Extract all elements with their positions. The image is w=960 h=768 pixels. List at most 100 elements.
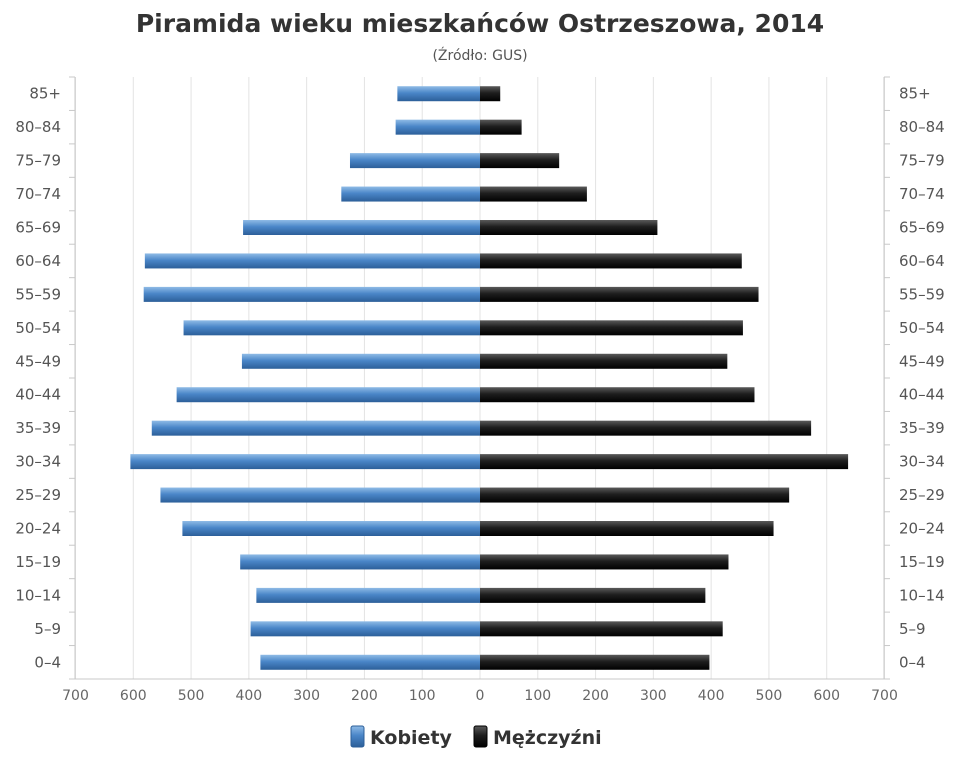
x-tick-label: 200 bbox=[351, 688, 378, 704]
bar-kobiety[interactable] bbox=[176, 387, 480, 403]
chart-subtitle: (Źródło: GUS) bbox=[432, 46, 527, 64]
category-label-right: 75–79 bbox=[899, 152, 945, 170]
bar-mezczyzni[interactable] bbox=[480, 487, 790, 503]
category-label-left: 80–84 bbox=[15, 118, 61, 136]
category-label-left: 50–54 bbox=[15, 319, 61, 337]
bar-mezczyzni[interactable] bbox=[480, 621, 723, 637]
category-label-right: 0–4 bbox=[899, 653, 926, 671]
bar-mezczyzni[interactable] bbox=[480, 587, 706, 603]
category-label-left: 5–9 bbox=[34, 620, 61, 638]
legend[interactable]: Kobiety Mężczyźni bbox=[350, 725, 602, 749]
category-label-right: 80–84 bbox=[899, 118, 945, 136]
bar-kobiety[interactable] bbox=[260, 654, 480, 670]
category-label-right: 35–39 bbox=[899, 419, 945, 437]
bar-mezczyzni[interactable] bbox=[480, 119, 522, 135]
bar-kobiety[interactable] bbox=[160, 487, 480, 503]
category-label-left: 40–44 bbox=[15, 386, 61, 404]
bar-mezczyzni[interactable] bbox=[480, 253, 742, 269]
category-label-right: 30–34 bbox=[899, 453, 945, 471]
x-tick-label: 0 bbox=[476, 688, 485, 704]
category-label-left: 70–74 bbox=[15, 185, 61, 203]
bar-mezczyzni[interactable] bbox=[480, 654, 710, 670]
x-tick-label: 100 bbox=[524, 688, 551, 704]
category-label-left: 55–59 bbox=[15, 285, 61, 303]
bar-kobiety[interactable] bbox=[130, 454, 480, 470]
x-tick-label: 400 bbox=[698, 688, 725, 704]
x-tick-label: 700 bbox=[871, 688, 898, 704]
category-label-left: 10–14 bbox=[15, 586, 61, 604]
category-labels-right: 85+ 80–84 75–79 70–74 65–69 60–64 55–59 50–54 45… bbox=[899, 85, 945, 672]
category-label-right: 40–44 bbox=[899, 386, 945, 404]
chart-title: Piramida wieku mieszkańców Ostrzeszowa, … bbox=[136, 9, 824, 38]
bar-mezczyzni[interactable] bbox=[480, 86, 501, 102]
bar-kobiety[interactable] bbox=[241, 353, 480, 369]
grid-lines bbox=[75, 77, 885, 679]
bar-mezczyzni[interactable] bbox=[480, 186, 587, 202]
bar-kobiety[interactable] bbox=[341, 186, 480, 202]
bar-mezczyzni[interactable] bbox=[480, 554, 729, 570]
category-label-right: 5–9 bbox=[899, 620, 926, 638]
bar-mezczyzni[interactable] bbox=[480, 521, 774, 536]
category-label-right: 50–54 bbox=[899, 319, 945, 337]
bar-mezczyzni[interactable] bbox=[480, 320, 743, 336]
category-label-right: 25–29 bbox=[899, 486, 945, 504]
category-label-left: 20–24 bbox=[15, 520, 61, 538]
bar-kobiety[interactable] bbox=[250, 621, 480, 637]
x-tick-label: 100 bbox=[409, 688, 436, 704]
category-label-left: 45–49 bbox=[15, 352, 61, 370]
x-tick-labels: 700 600 500 400 300 200 100 0 100 200 300 400 500 600… bbox=[62, 688, 898, 704]
bar-kobiety[interactable] bbox=[183, 320, 481, 336]
category-label-right: 65–69 bbox=[899, 219, 945, 237]
category-label-right: 15–19 bbox=[899, 553, 945, 571]
bar-mezczyzni[interactable] bbox=[480, 286, 759, 302]
x-tick-label: 500 bbox=[178, 688, 205, 704]
bar-mezczyzni[interactable] bbox=[480, 220, 658, 235]
category-labels-left: 85+ 80–84 75–79 70–74 65–69 60–64 55–59 50–54 45… bbox=[15, 85, 61, 672]
category-label-right: 85+ bbox=[899, 85, 931, 103]
bar-mezczyzni[interactable] bbox=[480, 153, 560, 169]
x-tick-label: 300 bbox=[293, 688, 320, 704]
x-tick-label: 300 bbox=[640, 688, 667, 704]
category-label-right: 10–14 bbox=[899, 586, 945, 604]
category-label-left: 30–34 bbox=[15, 453, 61, 471]
category-label-left: 85+ bbox=[29, 85, 61, 103]
category-label-left: 0–4 bbox=[34, 653, 61, 671]
category-label-right: 20–24 bbox=[899, 520, 945, 538]
bar-kobiety[interactable] bbox=[256, 587, 480, 603]
category-label-left: 15–19 bbox=[15, 553, 61, 571]
category-label-left: 25–29 bbox=[15, 486, 61, 504]
category-label-left: 60–64 bbox=[15, 252, 61, 270]
bars bbox=[130, 86, 849, 670]
legend-swatch-kobiety[interactable] bbox=[350, 725, 365, 748]
legend-label-mezczyzni[interactable]: Mężczyźni bbox=[493, 727, 602, 749]
bar-kobiety[interactable] bbox=[151, 420, 480, 436]
category-label-left: 65–69 bbox=[15, 219, 61, 237]
legend-swatch-mezczyzni[interactable] bbox=[473, 725, 488, 748]
legend-label-kobiety[interactable]: Kobiety bbox=[370, 727, 453, 749]
bar-kobiety[interactable] bbox=[349, 153, 480, 169]
category-label-right: 60–64 bbox=[899, 252, 945, 270]
x-tick-label: 600 bbox=[813, 688, 840, 704]
bar-kobiety[interactable] bbox=[240, 554, 480, 570]
x-tick-label: 400 bbox=[235, 688, 262, 704]
bar-kobiety[interactable] bbox=[144, 253, 481, 269]
bar-kobiety[interactable] bbox=[395, 119, 480, 135]
bar-kobiety[interactable] bbox=[243, 220, 480, 235]
x-tick-label: 500 bbox=[756, 688, 783, 704]
category-label-left: 75–79 bbox=[15, 152, 61, 170]
bar-mezczyzni[interactable] bbox=[480, 387, 755, 403]
category-label-left: 35–39 bbox=[15, 419, 61, 437]
category-label-right: 55–59 bbox=[899, 285, 945, 303]
bar-kobiety[interactable] bbox=[143, 286, 481, 302]
bar-mezczyzni[interactable] bbox=[480, 353, 728, 369]
axes bbox=[69, 76, 890, 680]
x-tick-label: 600 bbox=[120, 688, 147, 704]
x-tick-label: 200 bbox=[582, 688, 609, 704]
bar-kobiety[interactable] bbox=[182, 521, 480, 536]
category-label-right: 70–74 bbox=[899, 185, 945, 203]
bar-mezczyzni[interactable] bbox=[480, 454, 849, 470]
bar-mezczyzni[interactable] bbox=[480, 420, 812, 436]
bar-kobiety[interactable] bbox=[397, 86, 480, 102]
category-label-right: 45–49 bbox=[899, 352, 945, 370]
